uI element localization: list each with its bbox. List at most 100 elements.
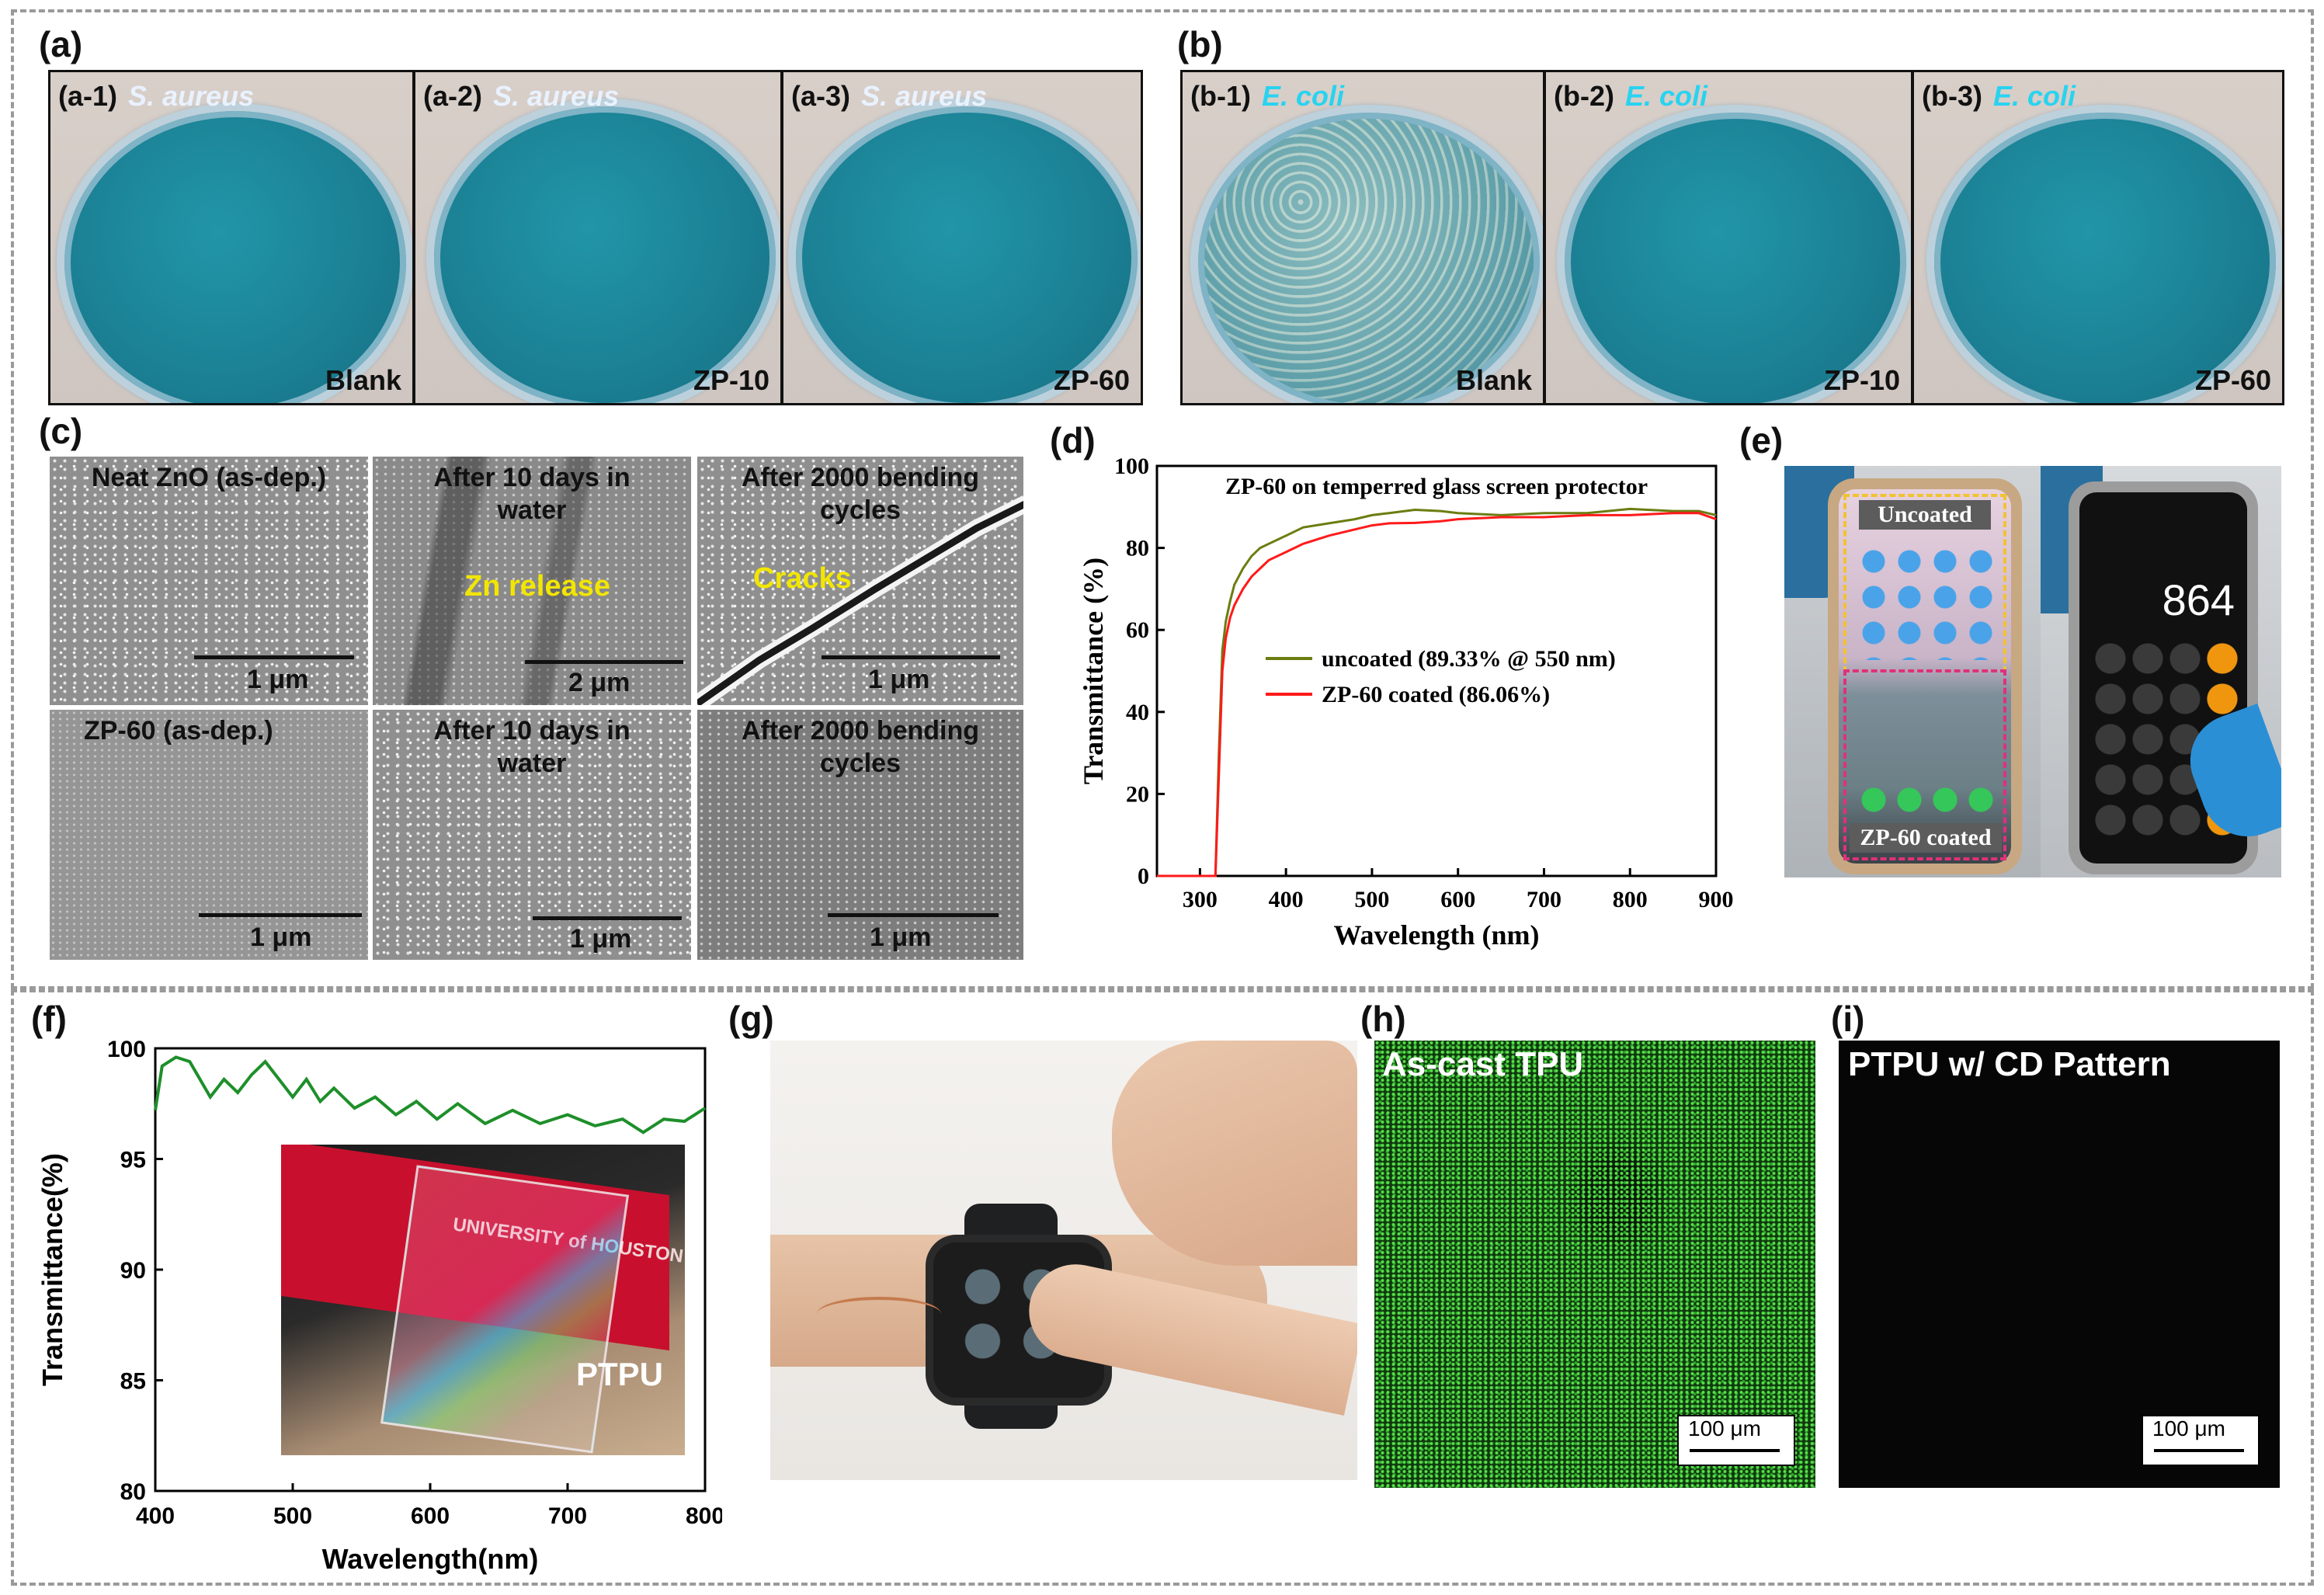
hand — [1112, 1041, 1357, 1266]
sem-title: After 10 days in water — [433, 716, 631, 778]
scale-label: 1 μm — [247, 665, 309, 694]
phone-photo-left: Uncoated ZP-60 coated — [1784, 466, 2041, 877]
sem-image-1: Neat ZnO (as-dep.) 1 μm — [48, 455, 370, 707]
scale-bar — [533, 916, 682, 920]
dish-sample: Blank — [1455, 364, 1532, 396]
dish-species: S. aureus — [128, 80, 255, 112]
y-tick-label: 90 — [120, 1258, 146, 1284]
plot-frame — [1155, 464, 1718, 877]
copper-wire — [817, 1297, 941, 1331]
legend-label-1: uncoated (89.33% @ 550 nm) — [1322, 646, 1616, 672]
scale-bar — [828, 913, 999, 917]
x-tick-label: 400 — [1269, 887, 1304, 912]
dish-panel-a1: (a-1) S. aureus Blank — [48, 70, 415, 405]
x-tick-label: 500 — [273, 1503, 312, 1529]
sem-image-3: After 2000 bending cycles Cracks 1 μm — [696, 455, 1025, 707]
h-title: As-cast TPU — [1382, 1045, 1584, 1083]
coated-region — [1843, 669, 2006, 860]
dish-sample: Blank — [325, 364, 401, 396]
y-tick-label: 0 — [1138, 864, 1149, 889]
dish-label: (a-2) S. aureus — [423, 80, 619, 113]
dish-label: (a-1) S. aureus — [58, 80, 254, 113]
panel-label-c: (c) — [39, 411, 83, 451]
app-icon-grid — [1856, 544, 1996, 660]
y-axis-label: Transmittance(%) — [36, 1153, 68, 1386]
dish-species: E. coli — [1624, 80, 1708, 112]
x-tick-label: 900 — [1699, 887, 1734, 912]
dish-id: (a-3) — [791, 80, 851, 112]
petri-dish — [1557, 105, 1911, 403]
sem-title: Neat ZnO (as-dep.) — [91, 463, 327, 492]
scale-bar — [525, 660, 683, 664]
dish-id: (b-2) — [1554, 80, 1614, 112]
scale-bar — [2154, 1449, 2244, 1452]
x-tick-label: 300 — [1183, 887, 1218, 912]
dish-sample: ZP-10 — [1823, 364, 1900, 396]
panel-label-h: (h) — [1360, 999, 1406, 1039]
y-tick-label: 100 — [107, 1037, 146, 1062]
sem-title: ZP-60 (as-dep.) — [84, 716, 273, 745]
dish-id: (a-1) — [58, 80, 118, 112]
panel-label-g: (g) — [728, 999, 774, 1039]
smartwatch-photo — [770, 1041, 1357, 1480]
sem-title: After 2000 bending cycles — [741, 716, 980, 778]
y-tick-label: 40 — [1126, 700, 1149, 725]
panel-label-b: (b) — [1177, 24, 1223, 64]
dish-label: (b-2) E. coli — [1554, 80, 1707, 113]
sem-image-5: After 10 days in water 1 μm — [371, 708, 693, 961]
dish-panel-a3: (a-3) S. aureus ZP-60 — [781, 70, 1143, 405]
y-tick-label: 95 — [120, 1148, 146, 1173]
scale-label: 1 μm — [250, 923, 312, 952]
uncoated-label: Uncoated — [1859, 500, 1991, 530]
panel-label-a: (a) — [39, 24, 83, 64]
transparent-film — [380, 1165, 630, 1454]
petri-dish — [57, 103, 412, 403]
scale-bar — [199, 913, 362, 917]
panel-label-d: (d) — [1050, 420, 1096, 460]
panel-label-f: (f) — [31, 999, 67, 1039]
ptpu-label: PTPU — [576, 1356, 664, 1392]
scale-label: 2 μm — [568, 668, 631, 697]
petri-dish — [788, 99, 1141, 403]
inset-photo-ptpu: UNIVERSITY of HOUSTON PTPU — [281, 1145, 685, 1455]
sem-image-4: ZP-60 (as-dep.) 1 μm — [48, 708, 370, 961]
x-axis-label: Wavelength (nm) — [1334, 919, 1540, 950]
dish-panel-b2: (b-2) E. coli ZP-10 — [1544, 70, 1913, 405]
sem-overlay-text: Cracks — [753, 562, 852, 595]
y-tick-label: 60 — [1126, 617, 1149, 643]
chart-d: 300 400 500 600 700 800 900 0 20 40 60 80 100 Wavelen… — [1078, 453, 1734, 950]
fluorescence-patterned: PTPU w/ CD Pattern 100 μm — [1839, 1041, 2280, 1488]
i-title: PTPU w/ CD Pattern — [1848, 1045, 2171, 1083]
legend-label-2: ZP-60 coated (86.06%) — [1322, 682, 1550, 707]
dish-id: (b-3) — [1922, 80, 1982, 112]
scale-bar — [822, 655, 1000, 659]
panel-label-i: (i) — [1831, 999, 1865, 1039]
scale-bar — [1690, 1449, 1780, 1452]
crack-line — [697, 495, 1023, 705]
scale-label: 1 μm — [868, 665, 930, 694]
series-line — [154, 1055, 707, 1135]
scale-label: 100 μm — [1688, 1416, 1761, 1440]
x-axis-label: Wavelength(nm) — [322, 1543, 539, 1575]
coated-label: ZP-60 coated — [1850, 823, 2002, 853]
dish-panel-a2: (a-2) S. aureus ZP-10 — [413, 70, 783, 405]
dish-id: (b-1) — [1190, 80, 1251, 112]
dish-id: (a-2) — [423, 80, 483, 112]
y-tick-label: 80 — [120, 1479, 146, 1505]
dish-panel-b1: (b-1) E. coli Blank — [1180, 70, 1545, 405]
y-tick-label: 100 — [1114, 453, 1149, 479]
scale-box — [2142, 1415, 2260, 1466]
dish-label: (b-3) E. coli — [1922, 80, 2076, 113]
scale-bar — [194, 655, 354, 659]
y-tick-label: 80 — [1126, 536, 1149, 561]
fluorescence-as-cast: As-cast TPU 100 μm — [1374, 1041, 1815, 1488]
dish-sample: ZP-10 — [693, 364, 769, 396]
y-tick-label: 20 — [1126, 781, 1149, 807]
x-tick-label: 800 — [686, 1503, 722, 1529]
dish-species: E. coli — [1992, 80, 2076, 112]
series-line-2 — [1157, 512, 1717, 877]
scale-label: 1 μm — [870, 923, 932, 952]
calculator-display: 864 — [2162, 575, 2235, 624]
x-tick-label: 500 — [1354, 887, 1389, 912]
y-tick-label: 85 — [120, 1369, 146, 1395]
